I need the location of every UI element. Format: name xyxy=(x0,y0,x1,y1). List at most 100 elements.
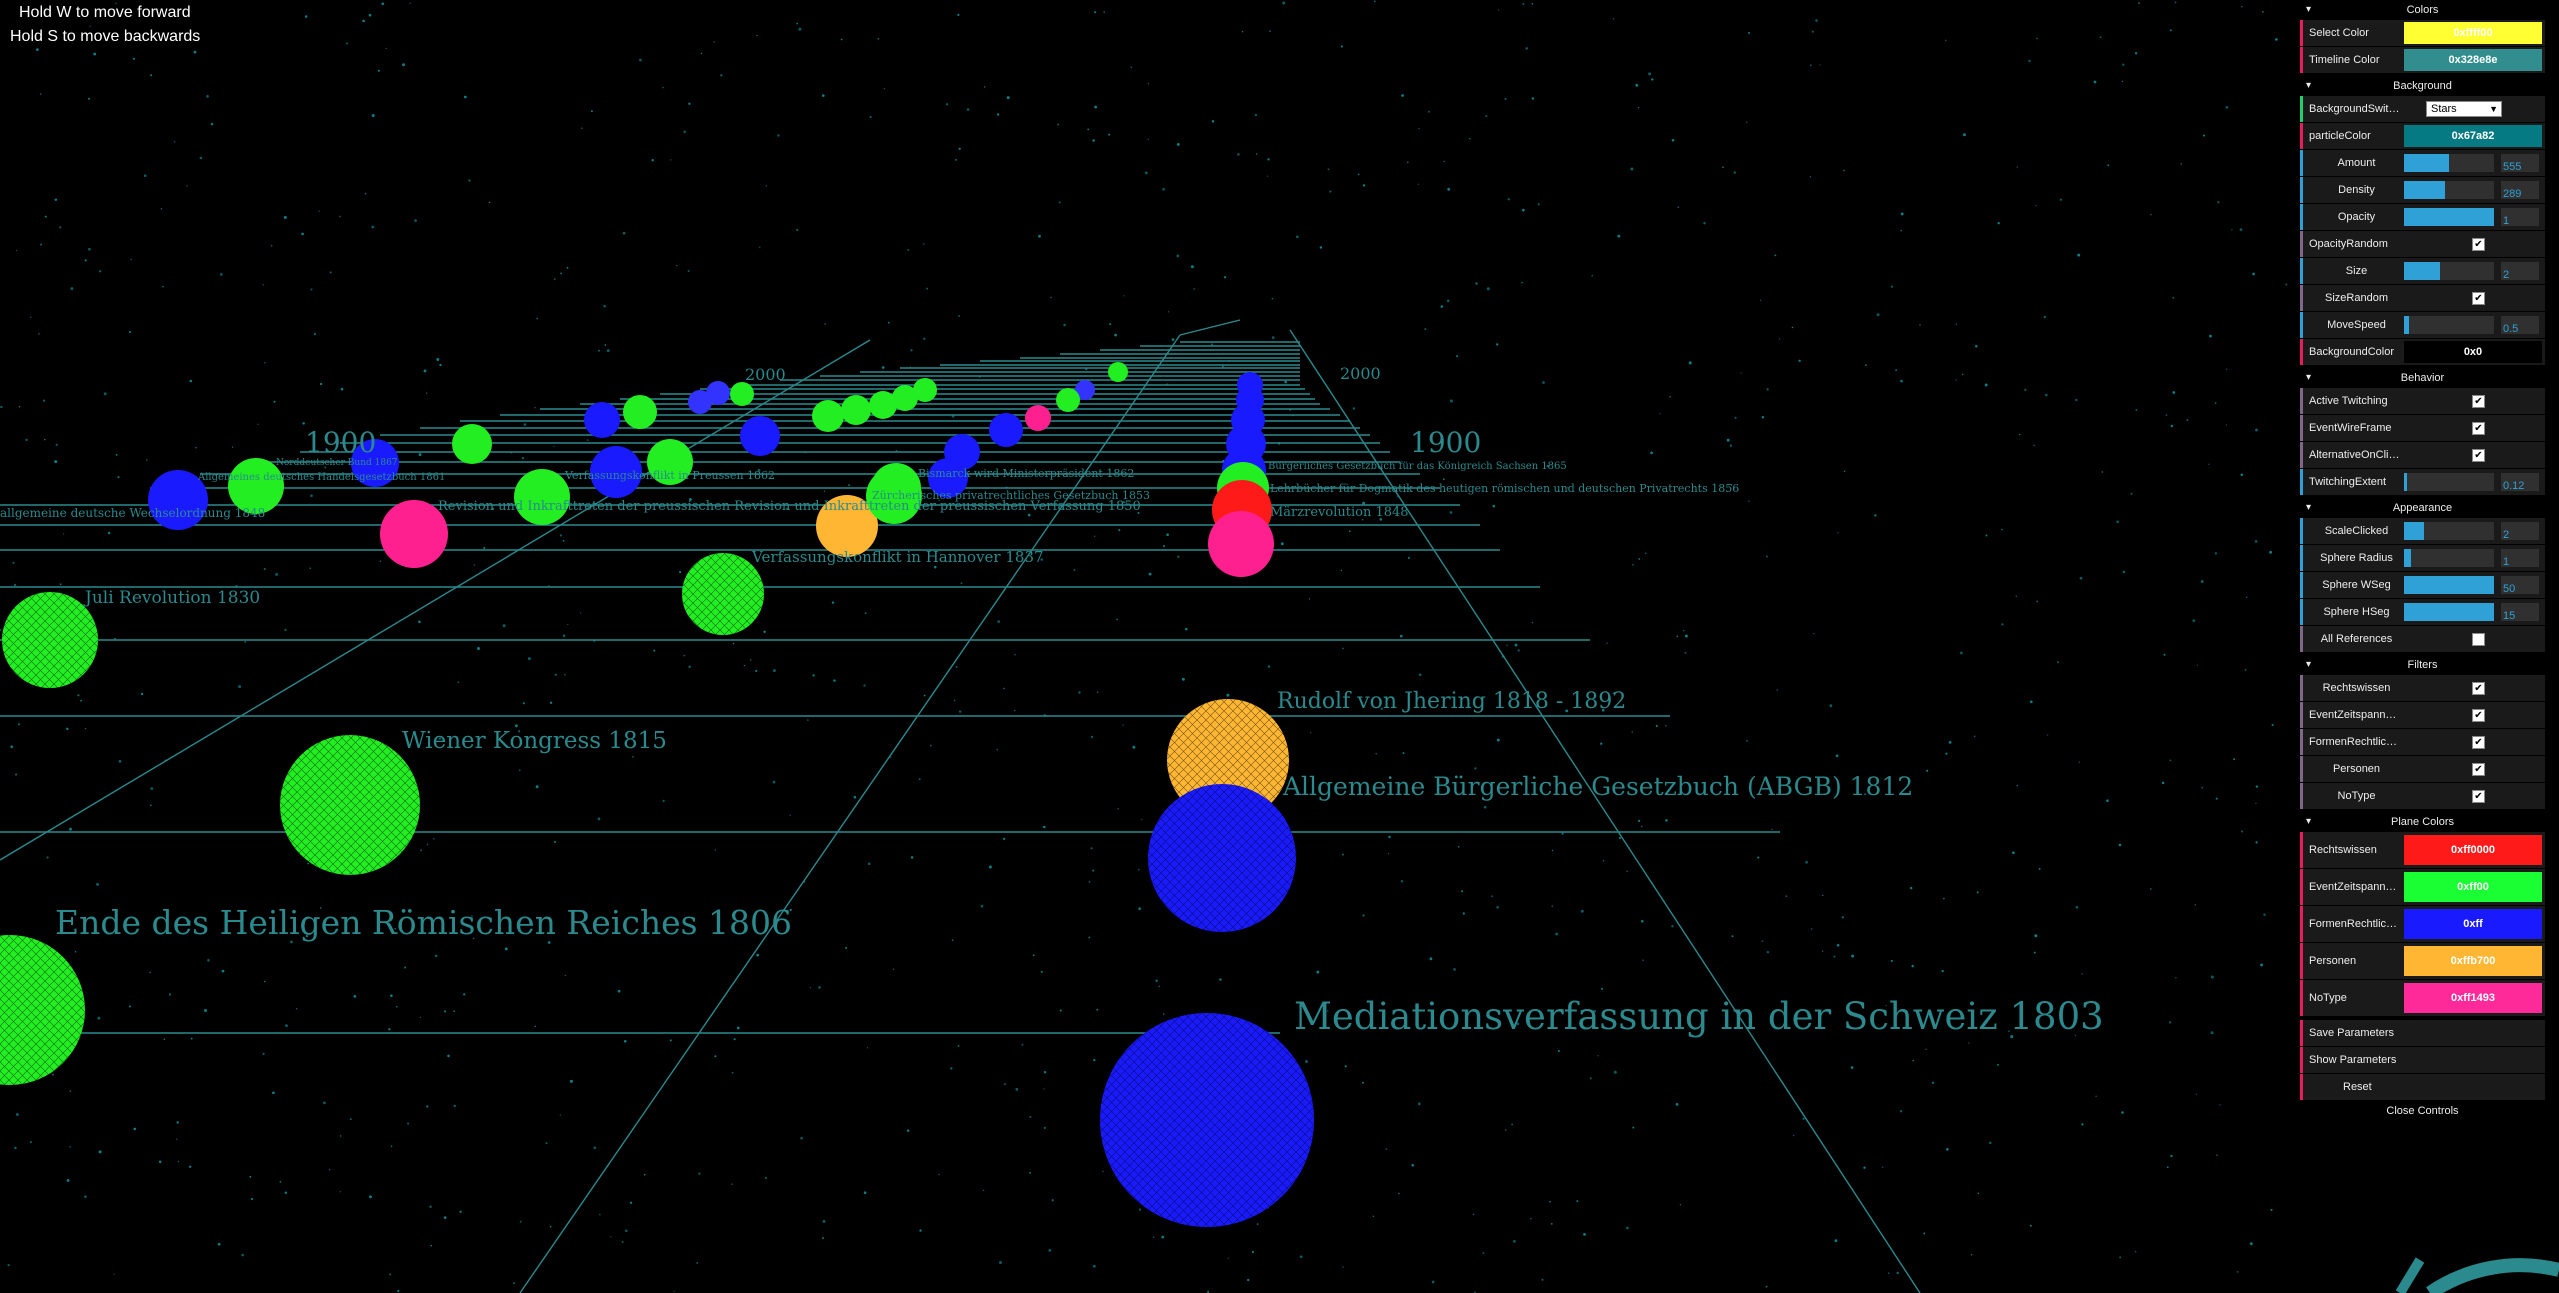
sphere-wseg-row[interactable]: Sphere WSeg 50 xyxy=(2300,572,2545,598)
filter-checkbox[interactable]: ✔ xyxy=(2472,681,2485,695)
star xyxy=(2161,781,2165,785)
star xyxy=(714,849,717,851)
alternative-onclick-checkbox[interactable]: ✔ xyxy=(2472,448,2485,462)
amount-row[interactable]: Amount 555 xyxy=(2300,150,2545,176)
sphere-radius-slider[interactable] xyxy=(2404,549,2494,567)
scale-clicked-slider[interactable] xyxy=(2404,522,2494,540)
filter-checkbox[interactable]: ✔ xyxy=(2472,708,2485,722)
star xyxy=(199,156,203,160)
select-color-swatch[interactable]: 0xffff00 xyxy=(2404,22,2542,44)
filter-checkbox[interactable]: ✔ xyxy=(2472,789,2485,803)
active-twitching-row[interactable]: Active Twitching ✔ xyxy=(2300,388,2545,414)
size-input[interactable]: 2 xyxy=(2501,262,2539,280)
save-parameters-button[interactable]: Save Parameters xyxy=(2300,1020,2545,1046)
timeline-color-swatch[interactable]: 0x328e8e xyxy=(2404,49,2542,71)
sphere-hseg-slider[interactable] xyxy=(2404,603,2494,621)
particle-color-swatch[interactable]: 0x67a82 xyxy=(2404,125,2542,147)
all-references-row[interactable]: All References xyxy=(2300,626,2545,652)
density-row[interactable]: Density 289 xyxy=(2300,177,2545,203)
plane-color-swatch[interactable]: 0xff00 xyxy=(2404,872,2542,902)
active-twitching-checkbox[interactable]: ✔ xyxy=(2472,394,2485,408)
density-input[interactable]: 289 xyxy=(2501,181,2539,199)
event-label: Verfassungskonflikt in Hannover 1837 xyxy=(752,548,1044,566)
star xyxy=(1635,83,1639,87)
sphere-radius-input[interactable]: 1 xyxy=(2501,549,2539,567)
filter-checkbox[interactable]: ✔ xyxy=(2472,735,2485,749)
select-color-row[interactable]: Select Color 0xffff00 xyxy=(2300,20,2545,46)
star xyxy=(999,1261,1002,1264)
star xyxy=(519,769,521,772)
particle-color-row[interactable]: particleColor 0x67a82 xyxy=(2300,123,2545,149)
background-color-row[interactable]: BackgroundColor 0x0 xyxy=(2300,339,2545,365)
event-wireframe-row[interactable]: EventWireFrame ✔ xyxy=(2300,415,2545,441)
size-random-row[interactable]: SizeRandom ✔ xyxy=(2300,285,2545,311)
plane-color-row[interactable]: Rechtswissen 0xff0000 xyxy=(2300,832,2545,868)
size-slider[interactable] xyxy=(2404,262,2494,280)
amount-input[interactable]: 555 xyxy=(2501,154,2539,172)
star xyxy=(1864,793,1867,796)
reset-button[interactable]: Reset xyxy=(2300,1074,2545,1100)
folder-colors[interactable]: Colors xyxy=(2300,0,2545,20)
star xyxy=(1014,654,1016,656)
background-switch-select[interactable]: Stars xyxy=(2426,101,2502,117)
folder-behavior[interactable]: Behavior xyxy=(2300,368,2545,388)
star xyxy=(1247,1278,1250,1282)
twitching-extent-slider[interactable] xyxy=(2404,473,2494,491)
star xyxy=(1746,740,1748,742)
sphere-radius-row[interactable]: Sphere Radius 1 xyxy=(2300,545,2545,571)
background-switch-row[interactable]: BackgroundSwit… Stars xyxy=(2300,96,2545,122)
plane-color-swatch[interactable]: 0xffb700 xyxy=(2404,946,2542,976)
filter-checkbox[interactable]: ✔ xyxy=(2472,762,2485,776)
folder-appearance[interactable]: Appearance xyxy=(2300,498,2545,518)
size-row[interactable]: Size 2 xyxy=(2300,258,2545,284)
opacity-input[interactable]: 1 xyxy=(2501,208,2539,226)
opacity-random-row[interactable]: OpacityRandom ✔ xyxy=(2300,231,2545,257)
filter-row[interactable]: Rechtswissen ✔ xyxy=(2300,675,2545,701)
event-spheres-near[interactable] xyxy=(0,553,1314,1227)
sphere-hseg-row[interactable]: Sphere HSeg 15 xyxy=(2300,599,2545,625)
move-speed-input[interactable]: 0.5 xyxy=(2501,316,2539,334)
filter-row[interactable]: FormenRechtlic… ✔ xyxy=(2300,729,2545,755)
opacity-row[interactable]: Opacity 1 xyxy=(2300,204,2545,230)
sphere-hseg-input[interactable]: 15 xyxy=(2501,603,2539,621)
plane-color-swatch[interactable]: 0xff1493 xyxy=(2404,983,2542,1013)
all-references-checkbox[interactable] xyxy=(2472,632,2485,646)
folder-filters[interactable]: Filters xyxy=(2300,655,2545,675)
amount-slider[interactable] xyxy=(2404,154,2494,172)
sphere-wseg-slider[interactable] xyxy=(2404,576,2494,594)
opacity-random-checkbox[interactable]: ✔ xyxy=(2472,237,2485,251)
move-speed-row[interactable]: MoveSpeed 0.5 xyxy=(2300,312,2545,338)
close-controls-button[interactable]: Close Controls xyxy=(2300,1101,2545,1121)
filter-row[interactable]: EventZeitspann… ✔ xyxy=(2300,702,2545,728)
twitching-extent-row[interactable]: TwitchingExtent 0.12 xyxy=(2300,469,2545,495)
show-parameters-button[interactable]: Show Parameters xyxy=(2300,1047,2545,1073)
star xyxy=(1792,1134,1795,1137)
event-wireframe-checkbox[interactable]: ✔ xyxy=(2472,421,2485,435)
plane-color-swatch[interactable]: 0xff0000 xyxy=(2404,835,2542,865)
plane-color-row[interactable]: Personen 0xffb700 xyxy=(2300,943,2545,979)
scale-clicked-input[interactable]: 2 xyxy=(2501,522,2539,540)
filter-row[interactable]: Personen ✔ xyxy=(2300,756,2545,782)
background-color-swatch[interactable]: 0x0 xyxy=(2404,341,2542,363)
folder-plane-colors[interactable]: Plane Colors xyxy=(2300,812,2545,832)
star xyxy=(933,565,937,569)
plane-color-swatch[interactable]: 0xff xyxy=(2404,909,2542,939)
sphere-wseg-input[interactable]: 50 xyxy=(2501,576,2539,594)
star xyxy=(219,273,223,276)
event-spheres-far[interactable] xyxy=(148,362,1274,577)
density-slider[interactable] xyxy=(2404,181,2494,199)
folder-background[interactable]: Background xyxy=(2300,76,2545,96)
plane-color-row[interactable]: EventZeitspann… 0xff00 xyxy=(2300,869,2545,905)
size-random-checkbox[interactable]: ✔ xyxy=(2472,291,2485,305)
plane-color-row[interactable]: FormenRechtlic… 0xff xyxy=(2300,906,2545,942)
star xyxy=(1407,556,1410,559)
plane-color-row[interactable]: NoType 0xff1493 xyxy=(2300,980,2545,1016)
timeline-color-row[interactable]: Timeline Color 0x328e8e xyxy=(2300,47,2545,73)
move-speed-slider[interactable] xyxy=(2404,316,2494,334)
alternative-onclick-row[interactable]: AlternativeOnCli… ✔ xyxy=(2300,442,2545,468)
twitching-extent-input[interactable]: 0.12 xyxy=(2501,473,2539,491)
scale-clicked-row[interactable]: ScaleClicked 2 xyxy=(2300,518,2545,544)
filter-row[interactable]: NoType ✔ xyxy=(2300,783,2545,809)
opacity-slider[interactable] xyxy=(2404,208,2494,226)
